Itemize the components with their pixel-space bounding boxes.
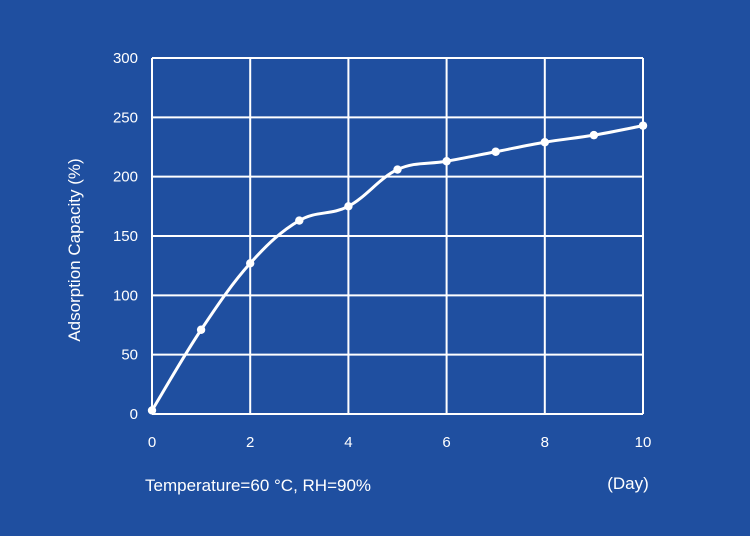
x-tick-label: 4 — [344, 434, 352, 451]
data-point — [344, 202, 353, 211]
data-point — [442, 157, 451, 166]
y-axis-title: Adsorption Capacity (%) — [65, 158, 84, 341]
annotation: Temperature=60 °C, RH=90% — [145, 476, 371, 495]
x-tick-label: 2 — [246, 434, 254, 451]
y-tick-label: 100 — [113, 287, 138, 304]
x-tick-label: 10 — [635, 434, 652, 451]
x-tick-label: 8 — [541, 434, 549, 451]
y-tick-label: 200 — [113, 169, 138, 186]
data-point — [491, 147, 500, 156]
y-tick-label: 250 — [113, 109, 138, 126]
data-point — [540, 138, 549, 147]
data-point — [246, 259, 255, 268]
tick-labels: 0 50 100 150 200 250 300 0 2 4 6 8 10 — [113, 50, 651, 451]
data-point — [393, 165, 402, 174]
x-tick-label: 6 — [442, 434, 450, 451]
series-layer — [147, 121, 648, 415]
data-point — [147, 406, 157, 415]
y-tick-label: 0 — [130, 406, 138, 423]
data-point — [196, 325, 206, 334]
data-point — [295, 216, 304, 225]
x-axis-title: (Day) — [607, 474, 649, 493]
x-tick-label: 0 — [148, 434, 156, 451]
y-tick-label: 50 — [121, 347, 138, 364]
data-point — [638, 121, 648, 130]
data-point — [589, 130, 599, 140]
y-tick-label: 150 — [113, 228, 138, 245]
series-line — [150, 124, 645, 412]
y-tick-label: 300 — [113, 50, 138, 67]
grid — [151, 57, 644, 415]
